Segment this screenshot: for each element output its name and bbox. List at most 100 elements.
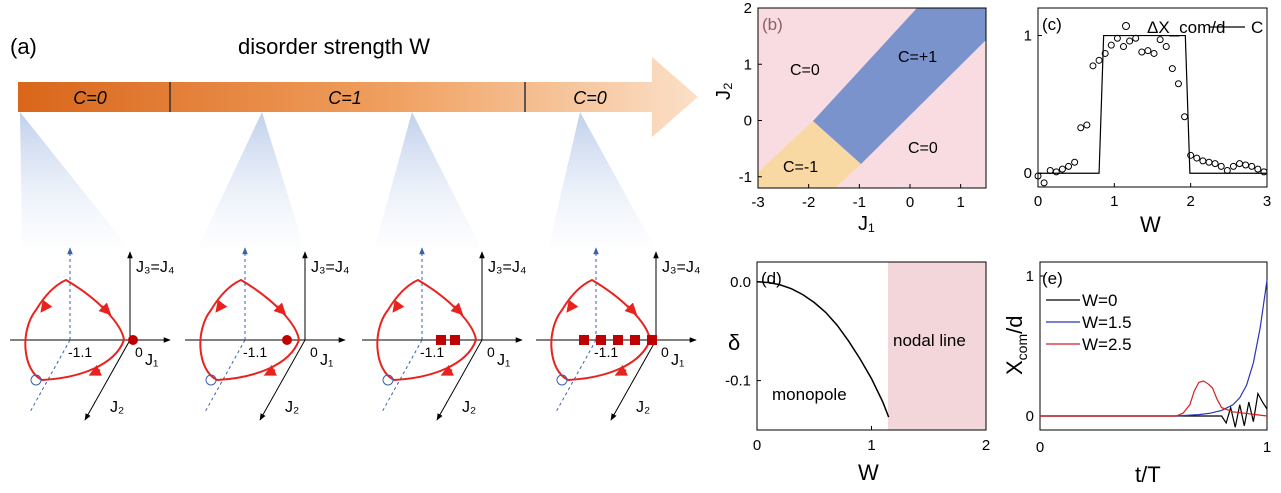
panel-b-label: (b) <box>762 15 783 34</box>
y-tick-label: -0.1 <box>725 373 751 390</box>
tick-label: 0 <box>310 344 318 360</box>
y-axis-label: δ <box>728 330 740 355</box>
parameter-loop <box>550 278 652 382</box>
dashed-axis <box>29 339 71 413</box>
data-point <box>1260 168 1268 176</box>
x-axis-label: W <box>858 460 879 485</box>
loop-arrow <box>263 364 278 376</box>
axis-label: J₁ <box>671 352 684 369</box>
panel-c-plot: 0 1 2 3 0 1 <box>1024 28 1272 210</box>
x-tick-label: 0 <box>906 194 914 211</box>
data-point <box>1156 36 1164 44</box>
axis-label: J₁ <box>320 352 333 369</box>
projection-cone <box>197 112 305 250</box>
x-tick-label: 0 <box>753 437 761 454</box>
y-tick-label: 2 <box>744 0 752 17</box>
data-point <box>1211 160 1219 168</box>
x-tick-label: 3 <box>1263 193 1271 210</box>
dashed-axis <box>555 339 597 413</box>
loop-arrow <box>273 302 287 316</box>
y-tick-label: 0.0 <box>730 274 751 291</box>
x-tick-label: 0 <box>1036 439 1044 456</box>
nodal-marker <box>596 335 606 345</box>
data-point <box>1089 62 1097 70</box>
y-tick-label: -1 <box>739 169 752 186</box>
disorder-arrow <box>18 57 698 137</box>
plot-frame <box>1039 261 1268 431</box>
loop-arrow <box>450 302 464 316</box>
delta-curve <box>756 281 890 418</box>
region-label: C=0 <box>908 140 938 157</box>
x-tick-label: -3 <box>751 194 764 211</box>
panel-b-axes: -3 -2 -1 0 1 -1 0 1 2 <box>739 0 965 211</box>
legend-marker <box>1122 22 1130 30</box>
legend-label: C <box>1251 18 1263 37</box>
region-c-plus1 <box>813 8 986 164</box>
data-point <box>1132 34 1140 42</box>
x-tick-label: 2 <box>982 437 990 454</box>
y-tick-label: 1 <box>1024 28 1032 45</box>
tick-label: 0 <box>661 344 669 360</box>
data-point <box>1150 49 1158 57</box>
data-point <box>1223 166 1231 174</box>
loop-arrow <box>88 364 103 376</box>
data-point <box>1046 166 1054 174</box>
tick-label: -1.1 <box>243 344 267 360</box>
loop-arrow <box>40 299 53 313</box>
axis-label: J₃=J₄ <box>311 259 349 276</box>
data-point <box>1095 56 1103 64</box>
data-point <box>1065 162 1073 170</box>
data-point <box>1205 158 1213 166</box>
data-point <box>1193 154 1201 162</box>
data-point <box>1138 48 1146 56</box>
x-axis-label: t/T <box>1135 462 1161 487</box>
data-point <box>1040 179 1048 187</box>
x-tick-label: -2 <box>802 194 815 211</box>
panel-a: (a) disorder strength W C=0 C=1 C=0 -1.1… <box>10 34 700 421</box>
data-point <box>1058 165 1066 173</box>
nodal-marker <box>647 335 657 345</box>
x-axis-label: W <box>1140 212 1161 237</box>
data-point <box>1071 158 1079 166</box>
x-tick-label: 1 <box>1263 439 1271 456</box>
region-c-minus1 <box>758 121 861 188</box>
loop-arrow <box>440 364 455 376</box>
y-tick-label: 0 <box>744 113 752 130</box>
annotation: monopole <box>772 385 847 404</box>
dashed-axis <box>204 339 246 413</box>
plot-frame <box>757 7 987 189</box>
x-tick-label: 1 <box>867 437 875 454</box>
data-point <box>1181 113 1189 121</box>
dashed-axis <box>381 339 423 413</box>
loop-arrow <box>566 299 579 313</box>
loop-arrow <box>614 364 629 376</box>
tick-label: -1.1 <box>420 344 444 360</box>
panel-d-label: (d) <box>761 269 782 288</box>
tick-label: 0 <box>135 344 143 360</box>
axis-label: J₃=J₄ <box>488 259 526 276</box>
series-line-0 <box>1040 391 1268 428</box>
j2-axis <box>84 339 131 421</box>
data-point <box>1229 162 1237 170</box>
region-label: C=-1 <box>783 159 818 176</box>
j2-axis <box>436 339 483 421</box>
data-point <box>1126 37 1134 45</box>
x-tick-label: 1 <box>1110 193 1118 210</box>
panel-a-heading: disorder strength W <box>238 34 430 59</box>
legend-label: ΔX_com/d <box>1147 18 1225 37</box>
data-point <box>1052 168 1060 176</box>
data-point <box>1113 34 1121 42</box>
series-c-line <box>1038 34 1267 174</box>
panel-b: (b) C=0 C=+1 C=-1 C=0 -3 -2 -1 0 1 -1 0 1 2 J₁ J… <box>713 0 987 235</box>
series-line-2 <box>1040 380 1268 417</box>
region-label: C=+1 <box>898 49 937 66</box>
legend-label: W=0 <box>1082 291 1117 310</box>
y-tick-label: 0 <box>1026 408 1034 425</box>
loop-arrow <box>98 302 112 316</box>
series-line-1 <box>1040 280 1268 417</box>
origin-circle <box>556 374 568 386</box>
axis-label: J₁ <box>497 352 510 369</box>
axis-label: J₂ <box>110 399 124 416</box>
x-tick-label: -1 <box>853 194 866 211</box>
